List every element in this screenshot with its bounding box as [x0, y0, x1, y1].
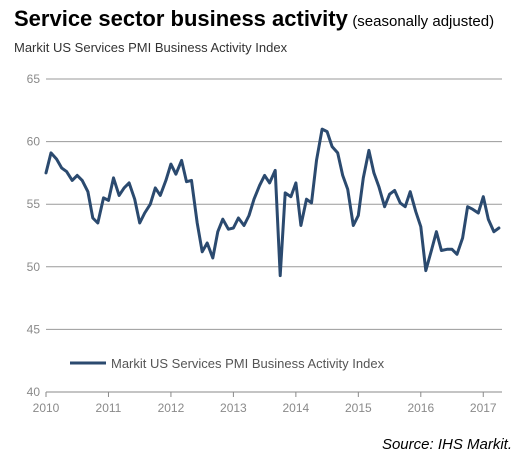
- axes: 40 45 50 55 60 65 2010 2011 2012 2013 2014 2015 2016…: [27, 72, 497, 415]
- x-tick-label: 2016: [407, 401, 434, 415]
- x-tick-label: 2015: [345, 401, 372, 415]
- y-tick-label: 40: [27, 385, 41, 399]
- y-tick-label: 60: [27, 135, 41, 149]
- chart-title-note: (seasonally adjusted): [352, 13, 495, 30]
- chart-subtitle: Markit US Services PMI Business Activity…: [14, 40, 288, 55]
- legend-label: Markit US Services PMI Business Activity…: [111, 356, 385, 371]
- series-line: [44, 127, 501, 278]
- x-tick-label: 2010: [33, 401, 60, 415]
- y-tick-label: 55: [27, 197, 41, 211]
- legend: Markit US Services PMI Business Activity…: [70, 356, 385, 371]
- x-tick-label: 2012: [158, 401, 185, 415]
- x-tick-label: 2011: [96, 401, 122, 415]
- y-tick-label: 45: [27, 322, 41, 336]
- series-layer: [44, 127, 501, 278]
- chart-title: Service sector business activity: [14, 6, 348, 31]
- x-tick-label: 2017: [470, 401, 497, 415]
- source-note: Source: IHS Markit.: [381, 436, 512, 453]
- x-tick-label: 2014: [283, 401, 310, 415]
- gridlines: [46, 78, 502, 393]
- chart-title-row: Service sector business activity (season…: [14, 6, 494, 32]
- y-tick-label: 50: [27, 260, 41, 274]
- x-tick-label: 2013: [220, 401, 247, 415]
- y-tick-label: 65: [27, 72, 41, 86]
